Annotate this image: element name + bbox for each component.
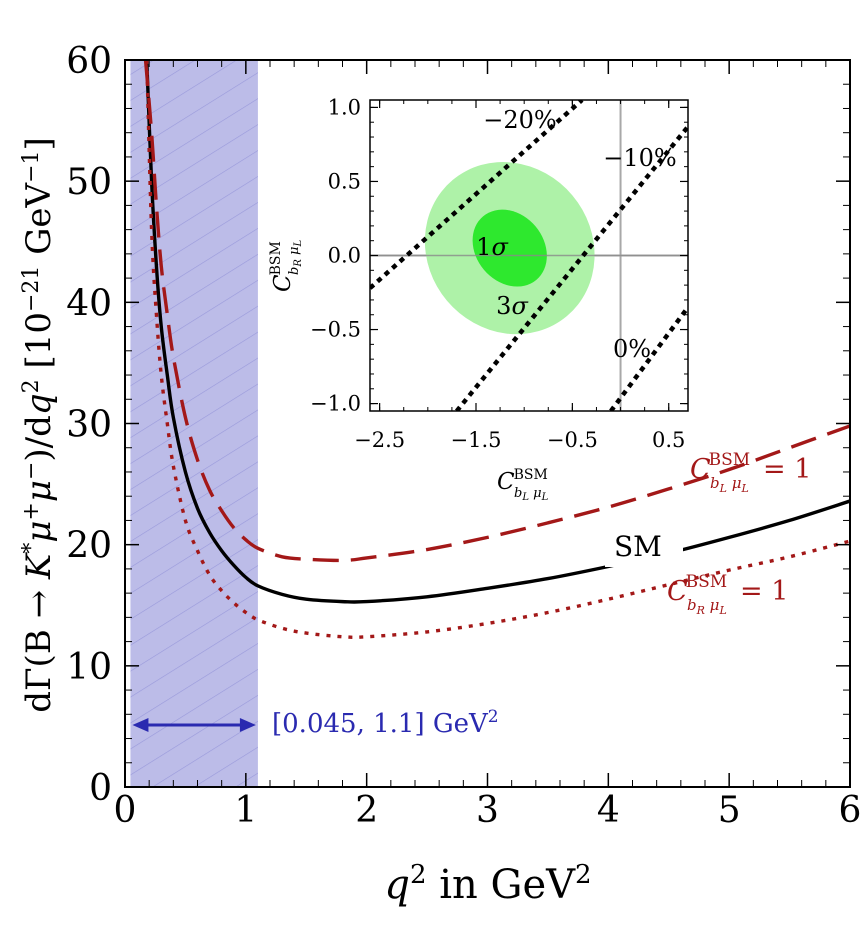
y-tick-label: 50 — [66, 162, 112, 203]
svg-text:bL μL: bL μL — [514, 486, 549, 503]
contour-label: −20% — [483, 106, 556, 134]
svg-text:CBSM: CBSM — [268, 241, 296, 292]
band-arrow-head-left — [132, 718, 149, 732]
svg-text:bR μL: bR μL — [287, 240, 304, 275]
svg-text:= 1: = 1 — [763, 454, 811, 485]
svg-text:q2 in GeV2: q2 in GeV2 — [384, 860, 591, 908]
inset-y-tick-label: −1.0 — [310, 392, 361, 416]
inset-y-tick-label: −0.5 — [310, 318, 361, 342]
region-label: 1σ — [476, 233, 508, 261]
inset-plot: −20% −10% 0% 1σ 3σ −2.5 −1.5 −0.5 0.5 1.0 0.5 0.0 −… — [268, 95, 689, 503]
x-tick-label: 1 — [234, 790, 257, 831]
band-label: [0.045, 1.1] GeV2 — [272, 707, 499, 739]
inset-x-tick-label: −1.5 — [451, 428, 502, 452]
svg-text:dΓ(B → K*μ+μ−)/dq2 [10−21 GeV: dΓ(B → K*μ+μ−)/dq2 [10−21 GeV−1] — [19, 137, 60, 713]
inset-y-tick-label: 0.5 — [328, 169, 361, 193]
x-axis-title: q2 in GeV2 — [384, 860, 591, 908]
contour-line-1 — [454, 125, 688, 411]
band-arrow — [132, 718, 256, 732]
y-tick-label: 20 — [66, 526, 112, 567]
band-arrow-head-right — [239, 718, 256, 732]
y-tick-label: 0 — [89, 768, 112, 809]
series-line-2 — [145, 60, 850, 639]
series-line-1 — [143, 60, 850, 563]
x-tick-label: 0 — [114, 790, 137, 831]
inset-y-tick-label: 0.0 — [328, 244, 361, 268]
inset-y-axis-title: CBSM bR μL — [268, 240, 304, 292]
label-cbl-text: CBSM — [690, 450, 750, 485]
contour-line-0 — [370, 100, 584, 290]
y-axis-title: dΓ(B → K*μ+μ−)/dq2 [10−21 GeV−1] — [19, 137, 60, 713]
svg-text:CBSM: CBSM — [497, 467, 548, 495]
inset-x-tick-label: 0.5 — [652, 428, 685, 452]
label-cbr-text: CBSM — [667, 572, 727, 607]
contour-line-2 — [609, 305, 688, 411]
inset-x-tick-label: −2.5 — [354, 428, 405, 452]
x-tick-label: 3 — [476, 790, 499, 831]
svg-text:bL μL: bL μL — [710, 474, 749, 495]
x-tick-label: 2 — [355, 790, 378, 831]
svg-text:= 1: = 1 — [740, 576, 788, 607]
y-tick-label: 10 — [66, 647, 112, 688]
contour-label: 0% — [613, 335, 651, 363]
sm-label-gap — [605, 525, 683, 567]
region-1σ — [472, 209, 547, 287]
region-label: 3σ — [496, 292, 528, 320]
sm-label: SM — [614, 530, 662, 563]
x-tick-label: 5 — [718, 790, 741, 831]
contour-label: −10% — [603, 144, 676, 172]
inset-x-tick-label: −0.5 — [547, 428, 598, 452]
y-tick-label: 30 — [66, 405, 112, 446]
y-tick-label: 60 — [66, 41, 112, 82]
svg-text:bR μL: bR μL — [687, 596, 727, 617]
inset-y-tick-label: 1.0 — [328, 95, 361, 119]
x-tick-label: 4 — [597, 790, 620, 831]
x-tick-label: 6 — [839, 790, 862, 831]
y-tick-label: 40 — [66, 283, 112, 324]
